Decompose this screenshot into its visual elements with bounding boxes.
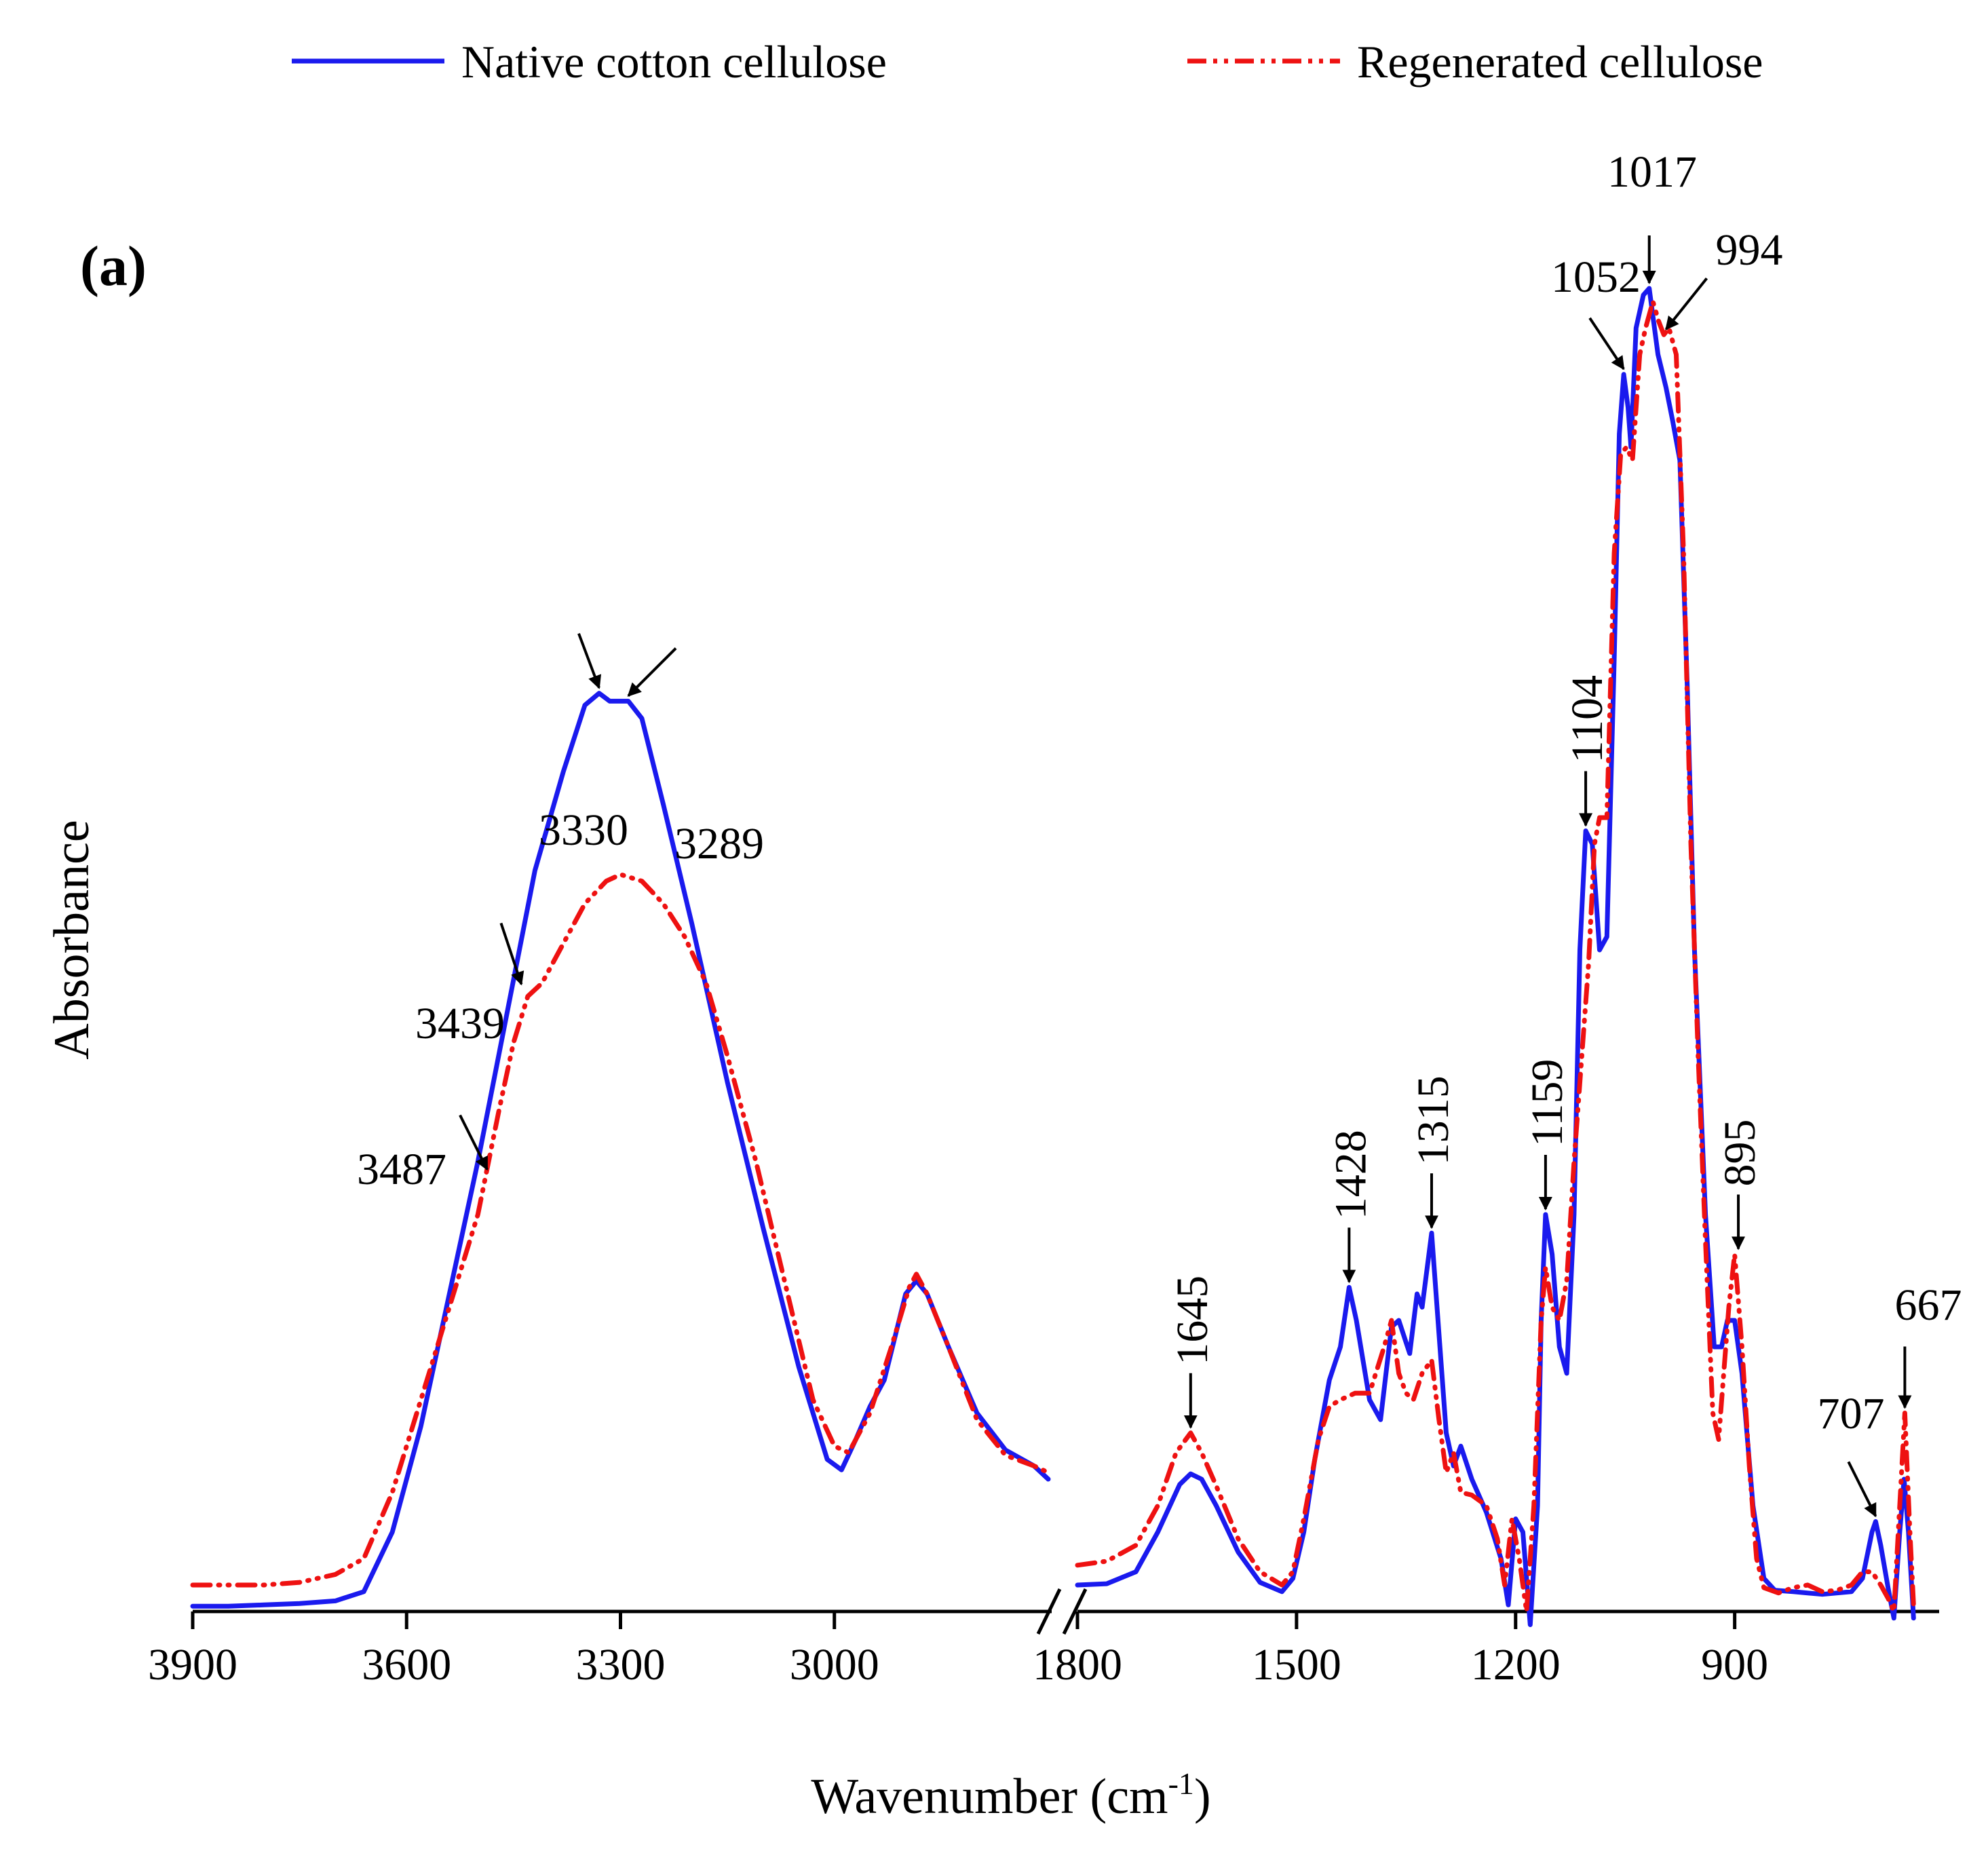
y-axis-title: Absorbance (44, 820, 100, 1059)
x-axis-title-superscript: -1 (1168, 1766, 1194, 1801)
regenerated-cellulose-line-3 (1075, 299, 1916, 1614)
peak-label-3289: 3289 (674, 819, 764, 869)
peak-label-1428: 1428 (1326, 1130, 1375, 1219)
x-tick-label-900: 900 (1701, 1640, 1768, 1690)
axis-break-mark-left (1036, 1588, 1062, 1635)
x-tick-label-1500: 1500 (1252, 1640, 1341, 1690)
native-cellulose-line-1 (1075, 286, 1916, 1627)
x-axis (193, 1588, 1939, 1635)
peak-label-3330: 3330 (539, 805, 628, 855)
x-axis-ticks: 3900 3600 3300 3000 1800 1500 1200 900 (148, 1611, 1768, 1690)
peak-label-707: 707 (1818, 1389, 1885, 1438)
series-lines (190, 286, 1916, 1627)
x-tick-label-3000: 3000 (790, 1640, 879, 1690)
peak-label-1017: 1017 (1607, 147, 1697, 197)
peak-arrow-3439 (499, 922, 524, 986)
legend-label-native: Native cotton cellulose (461, 36, 887, 88)
x-tick-label-3900: 3900 (148, 1640, 237, 1690)
peak-label-994: 994 (1716, 225, 1783, 275)
peak-label-1159: 1159 (1523, 1058, 1572, 1147)
x-axis-title-close: ) (1194, 1769, 1211, 1825)
peak-label-3487: 3487 (357, 1145, 446, 1194)
native-cellulose-line-0 (190, 691, 1051, 1609)
x-tick-label-1200: 1200 (1471, 1640, 1561, 1690)
peak-arrow-3330 (577, 632, 602, 689)
peak-annotations: 3330 3289 3439 3487 1645 1428 1315 1159 1104 1052… (357, 147, 1962, 1518)
x-tick-label-3300: 3300 (576, 1640, 666, 1690)
x-tick-label-1800: 1800 (1033, 1640, 1122, 1690)
legend: Native cotton cellulose Regenerated cell… (292, 36, 1763, 88)
axis-break-mark-right (1062, 1588, 1088, 1635)
regenerated-cellulose-line-2 (190, 872, 1051, 1588)
x-axis-title-main: Wavenumber (cm (811, 1769, 1168, 1825)
peak-label-895: 895 (1715, 1120, 1765, 1187)
peak-arrow-1052 (1588, 317, 1625, 370)
peak-arrow-707 (1847, 1461, 1877, 1518)
peak-label-1645: 1645 (1168, 1276, 1217, 1365)
x-tick-label-3600: 3600 (362, 1640, 451, 1690)
legend-label-regenerated: Regenerated cellulose (1357, 36, 1763, 88)
peak-label-1052: 1052 (1551, 252, 1641, 302)
peak-arrow-994 (1664, 278, 1708, 330)
panel-label: (a) (80, 235, 147, 298)
peak-label-667: 667 (1895, 1280, 1962, 1330)
peak-arrow-3289 (627, 647, 677, 697)
peak-arrow-3487 (459, 1114, 489, 1171)
peak-label-1315: 1315 (1409, 1075, 1458, 1165)
x-axis-title: Wavenumber (cm-1) (811, 1766, 1210, 1825)
peak-label-1104: 1104 (1563, 675, 1612, 763)
peak-label-3439: 3439 (415, 999, 505, 1048)
